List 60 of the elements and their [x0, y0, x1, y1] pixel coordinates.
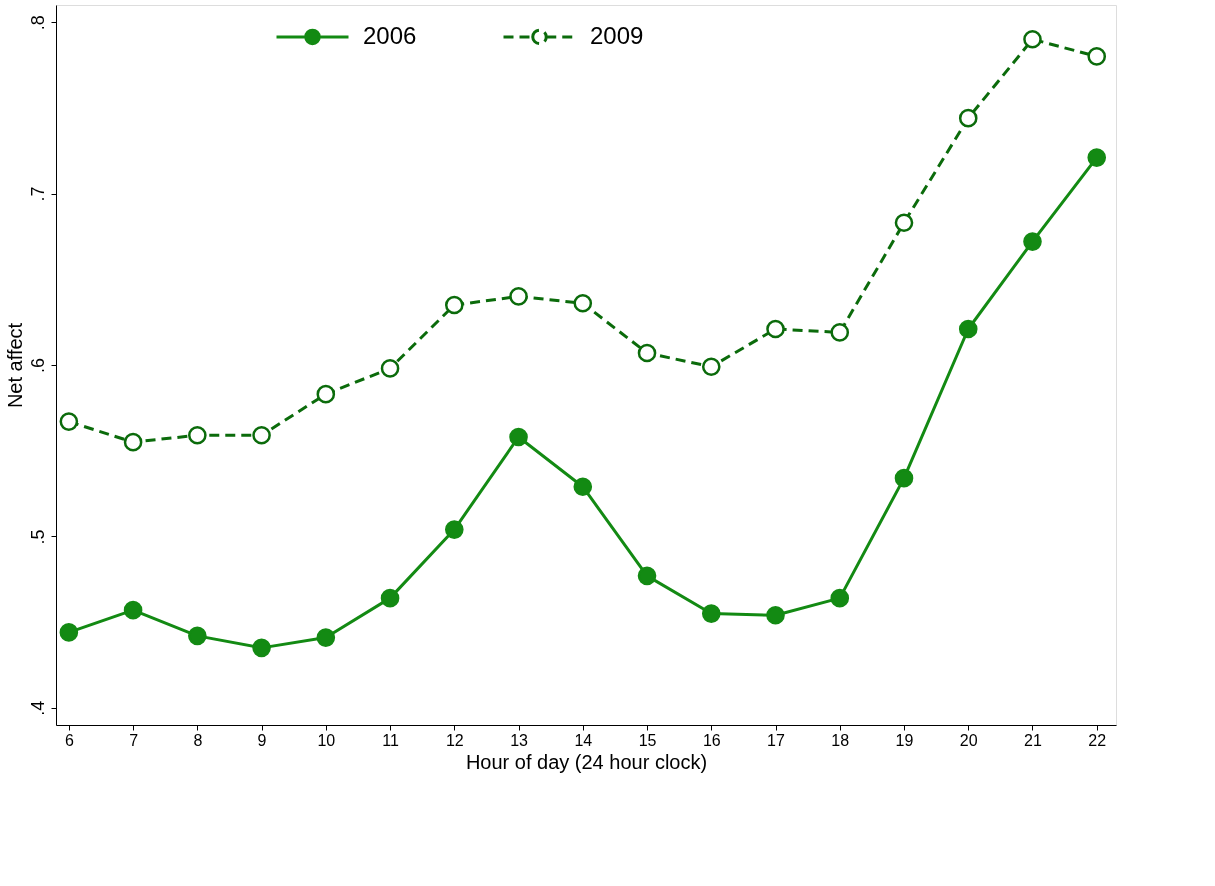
point: [894, 213, 914, 233]
point: [573, 293, 593, 313]
y-tick-label: .4: [27, 700, 48, 716]
point: [444, 295, 464, 315]
point: [509, 427, 528, 447]
point: [123, 432, 143, 452]
x-tick-label: 18: [831, 731, 850, 749]
y-axis-title: Net affect: [3, 322, 26, 409]
point: [958, 319, 978, 339]
y-tick-label: .5: [27, 529, 48, 545]
point: [766, 605, 785, 625]
x-tick-label: 15: [638, 731, 657, 749]
point: [958, 108, 978, 128]
x-tick-label: 22: [1088, 731, 1107, 749]
x-tick-label: 21: [1024, 731, 1042, 749]
y-tick-label: .8: [27, 15, 48, 31]
point: [573, 477, 593, 497]
y-tick-label: .7: [27, 186, 48, 202]
x-tick-label: 9: [257, 731, 267, 749]
point: [316, 384, 336, 404]
point: [252, 425, 271, 445]
x-tick-label: 6: [64, 731, 74, 749]
point: [637, 343, 657, 363]
point: [380, 359, 400, 378]
point: [830, 323, 850, 342]
point: [123, 600, 143, 620]
point: [830, 588, 850, 608]
x-tick-label: 17: [767, 731, 786, 749]
x-tick-label: 13: [510, 731, 529, 749]
x-tick-label: 10: [317, 731, 336, 749]
x-tick-label: 12: [445, 731, 464, 749]
legend-label: 2006: [363, 21, 417, 49]
point: [894, 468, 914, 488]
x-tick-label: 8: [193, 731, 203, 749]
legend-label: 2009: [590, 21, 644, 49]
x-axis-title: Hour of day (24 hour clock): [465, 750, 708, 773]
point: [701, 604, 721, 623]
point: [509, 287, 528, 306]
point: [444, 520, 464, 539]
point: [316, 628, 336, 647]
point: [701, 357, 721, 377]
x-tick-label: 16: [702, 731, 721, 749]
point: [1023, 232, 1042, 251]
point: [188, 425, 207, 445]
x-tick-label: 7: [129, 731, 139, 749]
y-tick-label: .6: [27, 357, 48, 374]
point: [59, 412, 79, 431]
point: [380, 588, 400, 608]
point: [252, 638, 271, 658]
x-tick-label: 19: [895, 731, 914, 749]
point: [1087, 148, 1107, 167]
x-tick-label: 20: [959, 731, 978, 749]
x-tick-label: 14: [574, 731, 593, 749]
x-tick-label: 11: [382, 731, 399, 749]
point: [637, 566, 657, 586]
point: [1087, 47, 1107, 66]
point: [766, 319, 785, 339]
point: [59, 623, 79, 642]
point: [1023, 29, 1042, 49]
point: [188, 626, 207, 646]
